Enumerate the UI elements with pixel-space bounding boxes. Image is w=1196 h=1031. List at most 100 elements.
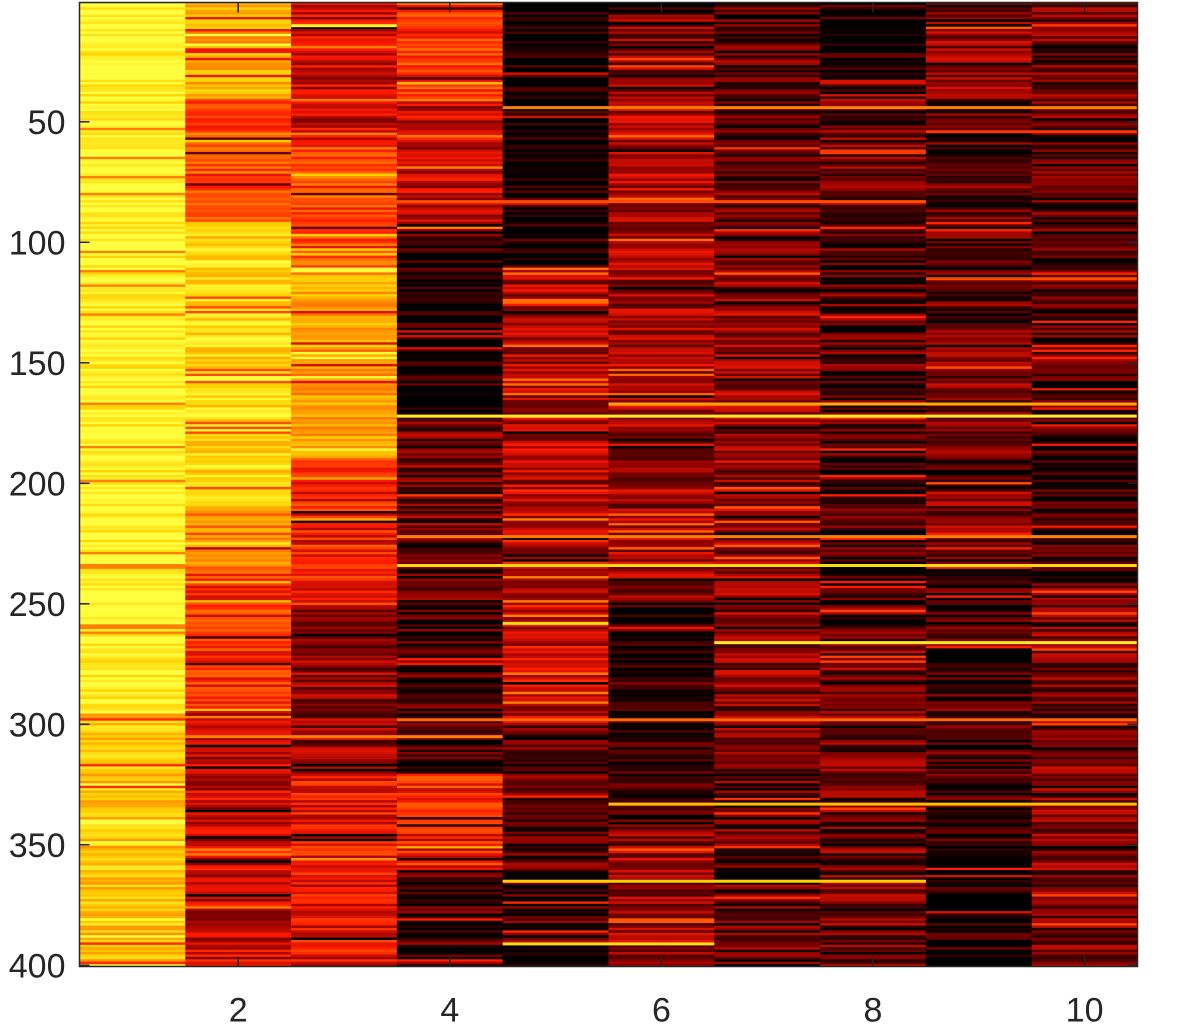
heatmap-cell	[1031, 686, 1138, 690]
heatmap-cell	[79, 455, 186, 459]
heatmap-cell	[820, 747, 927, 751]
heatmap-cell	[79, 69, 186, 73]
heatmap-cell	[185, 429, 292, 433]
heatmap-cell	[1031, 882, 1138, 886]
heatmap-cell	[185, 539, 292, 543]
heatmap-cell	[925, 407, 1033, 411]
heatmap-cell	[185, 836, 292, 840]
heatmap-cell	[1031, 773, 1138, 777]
heatmap-cell	[185, 686, 292, 690]
heatmap-cell	[185, 927, 292, 931]
heatmap-cell	[502, 472, 610, 476]
heatmap-cell	[185, 708, 292, 712]
heatmap-cell	[714, 853, 821, 857]
heatmap-cell	[820, 506, 927, 510]
heatmap-cell	[714, 94, 821, 98]
heatmap-cell	[185, 841, 292, 845]
heatmap-cell	[291, 583, 398, 587]
heatmap-cell	[1031, 57, 1138, 61]
heatmap-cell	[925, 937, 1033, 941]
heatmap-cell	[714, 542, 821, 546]
heatmap-cell	[291, 383, 398, 387]
heatmap-cell	[502, 250, 610, 254]
heatmap-cell	[608, 467, 715, 471]
heatmap-cell	[502, 272, 610, 276]
heatmap-cell	[185, 715, 292, 719]
heatmap-cell	[291, 833, 398, 837]
heatmap-cell	[291, 253, 398, 257]
heatmap-cell	[1031, 298, 1138, 302]
heatmap-cell	[925, 378, 1033, 382]
heatmap-cell	[79, 838, 186, 842]
heatmap-cell	[79, 684, 186, 688]
heatmap-cell	[396, 927, 504, 931]
heatmap-cell	[925, 874, 1033, 878]
heatmap-cell	[714, 207, 821, 211]
heatmap-cell	[608, 279, 715, 283]
heatmap-cell	[502, 327, 610, 331]
heatmap-cell	[396, 82, 504, 86]
heatmap-cell	[925, 518, 1033, 522]
heatmap-cell	[820, 373, 927, 377]
heatmap-cell	[502, 544, 610, 548]
heatmap-cell	[714, 371, 821, 375]
heatmap-cell	[714, 814, 821, 818]
heatmap-cell	[1031, 621, 1138, 625]
heatmap-cell	[714, 455, 821, 459]
heatmap-cell	[79, 443, 186, 447]
heatmap-cell	[185, 595, 292, 599]
heatmap-cell	[291, 388, 398, 392]
heatmap-cell	[79, 535, 186, 539]
heatmap-cell	[396, 178, 504, 182]
heatmap-cell	[714, 595, 821, 599]
heatmap-cell	[714, 361, 821, 365]
heatmap-cell	[79, 686, 186, 690]
heatmap-cell	[714, 882, 821, 886]
heatmap-cell	[185, 802, 292, 806]
heatmap-cell	[1031, 571, 1138, 575]
heatmap-cell	[291, 315, 398, 319]
heatmap-cell	[925, 380, 1033, 384]
heatmap-cell	[925, 648, 1033, 652]
heatmap-cell	[820, 248, 927, 252]
heatmap-cell	[291, 55, 398, 59]
heatmap-cell	[820, 633, 927, 637]
heatmap-cell	[502, 539, 610, 543]
heatmap-cell	[1031, 359, 1138, 363]
heatmap-cell	[1031, 267, 1138, 271]
heatmap-cell	[185, 588, 292, 592]
heatmap-cell	[608, 173, 715, 177]
heatmap-cell	[925, 947, 1033, 951]
heatmap-cell	[925, 901, 1033, 905]
heatmap-cell	[502, 768, 610, 772]
heatmap-cell	[291, 764, 398, 768]
heatmap-cell	[502, 723, 610, 727]
heatmap-cell	[396, 207, 504, 211]
heatmap-cell	[714, 773, 821, 777]
heatmap-cell	[502, 964, 610, 967]
heatmap-cell	[185, 698, 292, 702]
heatmap-cell	[291, 701, 398, 705]
heatmap-cell	[925, 633, 1033, 637]
heatmap-cell	[396, 911, 504, 915]
heatmap-cell	[291, 137, 398, 141]
heatmap-cell	[79, 831, 186, 835]
heatmap-cell	[608, 544, 715, 548]
heatmap-cell	[291, 484, 398, 488]
heatmap-cell	[185, 421, 292, 425]
heatmap-cell	[185, 568, 292, 572]
heatmap-cell	[925, 173, 1033, 177]
heatmap-cell	[291, 262, 398, 266]
heatmap-cell	[608, 192, 715, 196]
heatmap-cell	[925, 532, 1033, 536]
heatmap-cell	[1031, 479, 1138, 483]
heatmap-cell	[502, 231, 610, 235]
heatmap-cell	[820, 407, 927, 411]
heatmap-cell	[820, 559, 927, 563]
heatmap-cell	[925, 255, 1033, 259]
heatmap-cell	[714, 915, 821, 919]
heatmap-cell	[396, 872, 504, 876]
heatmap-cell	[502, 889, 610, 893]
heatmap-cell	[925, 792, 1033, 796]
heatmap-cell	[925, 882, 1033, 886]
